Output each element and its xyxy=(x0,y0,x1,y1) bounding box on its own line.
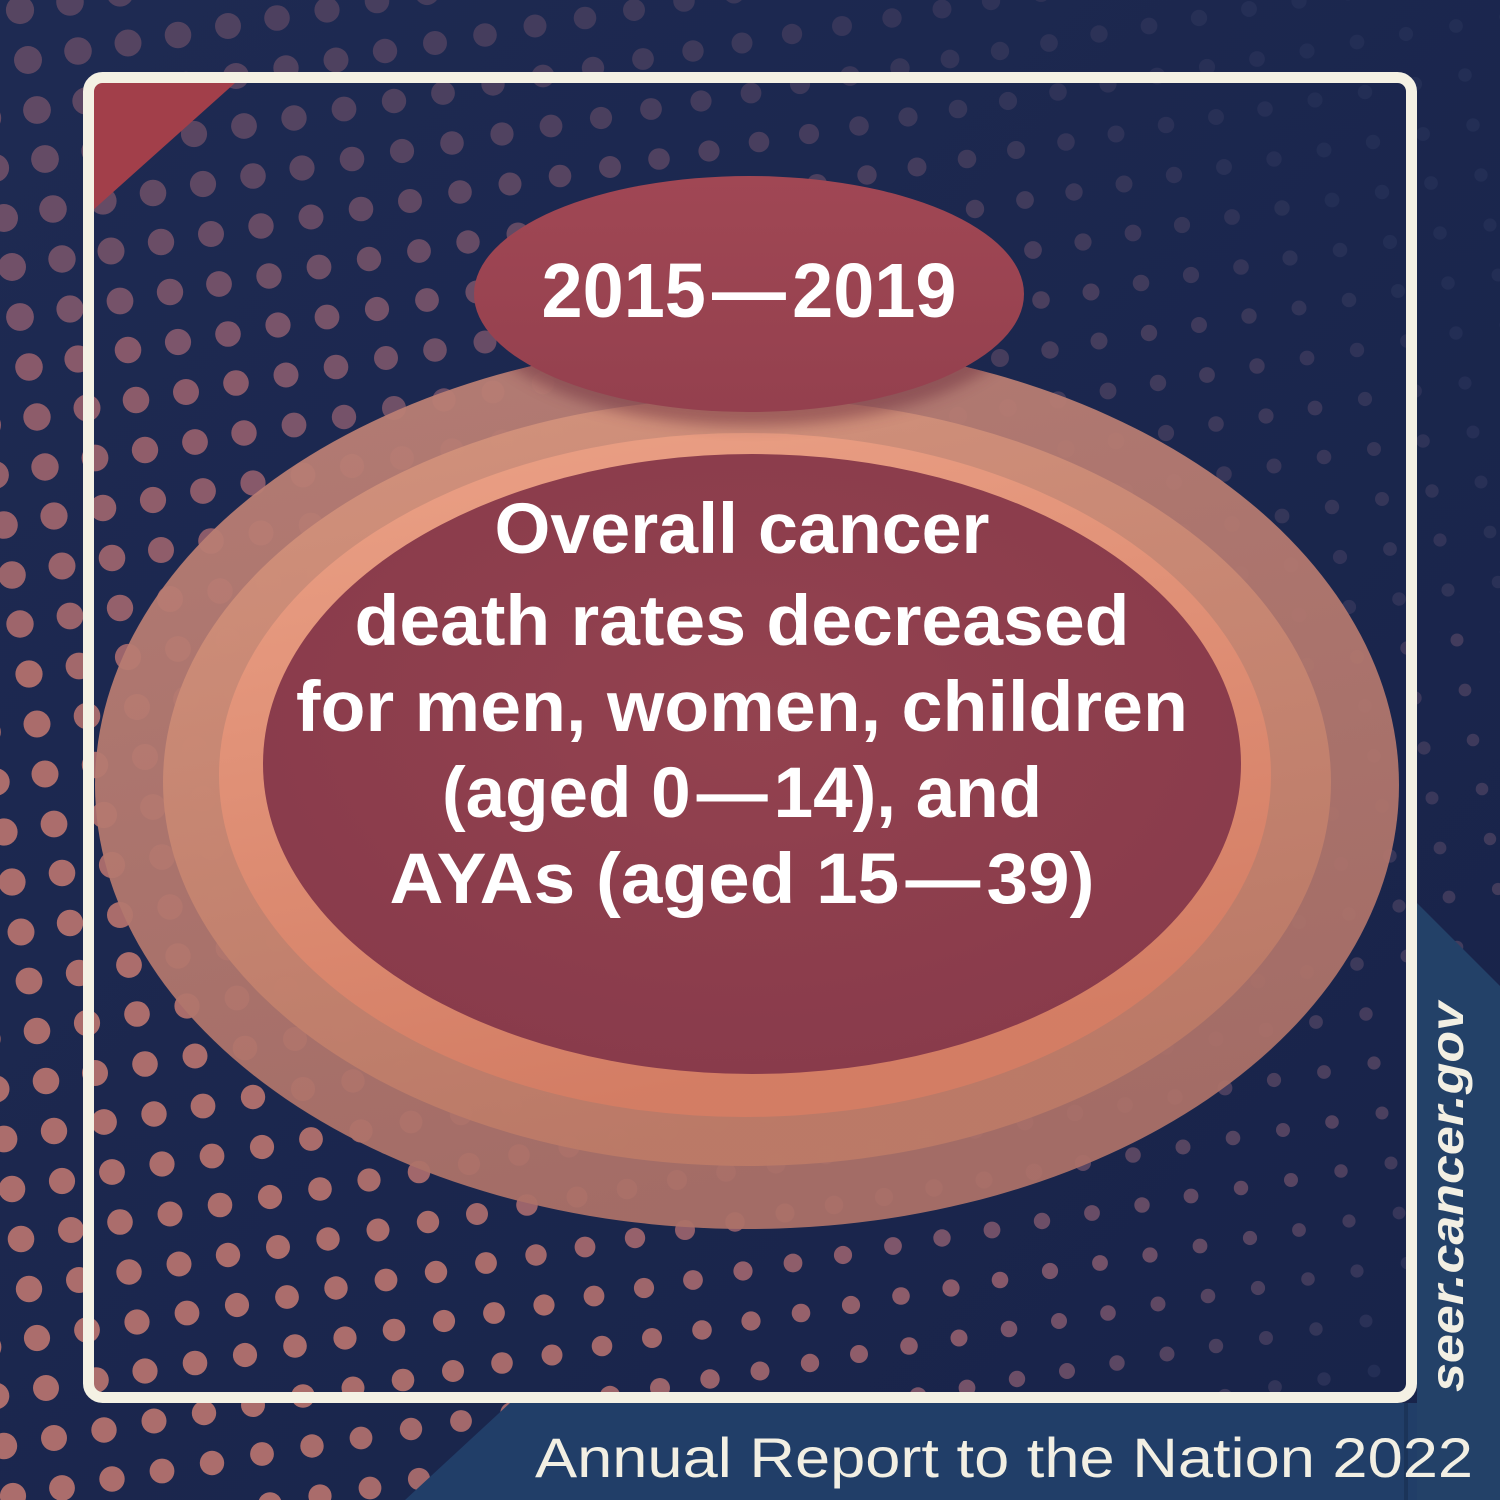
svg-text:Overall cancer: Overall cancer xyxy=(495,490,990,569)
svg-text:for men, women, children: for men, women, children xyxy=(296,668,1188,747)
svg-text:seer.cancer.gov: seer.cancer.gov xyxy=(1421,999,1473,1392)
svg-text:(aged 0 — 14), and: (aged 0 — 14), and xyxy=(442,754,1042,833)
svg-text:2015 — 2019: 2015 — 2019 xyxy=(542,248,957,334)
svg-text:Annual Report to the Nation 20: Annual Report to the Nation 2022 xyxy=(535,1426,1473,1489)
svg-text:AYAs (aged 15 — 39): AYAs (aged 15 — 39) xyxy=(390,840,1095,919)
svg-text:death rates decreased: death rates decreased xyxy=(355,582,1130,661)
